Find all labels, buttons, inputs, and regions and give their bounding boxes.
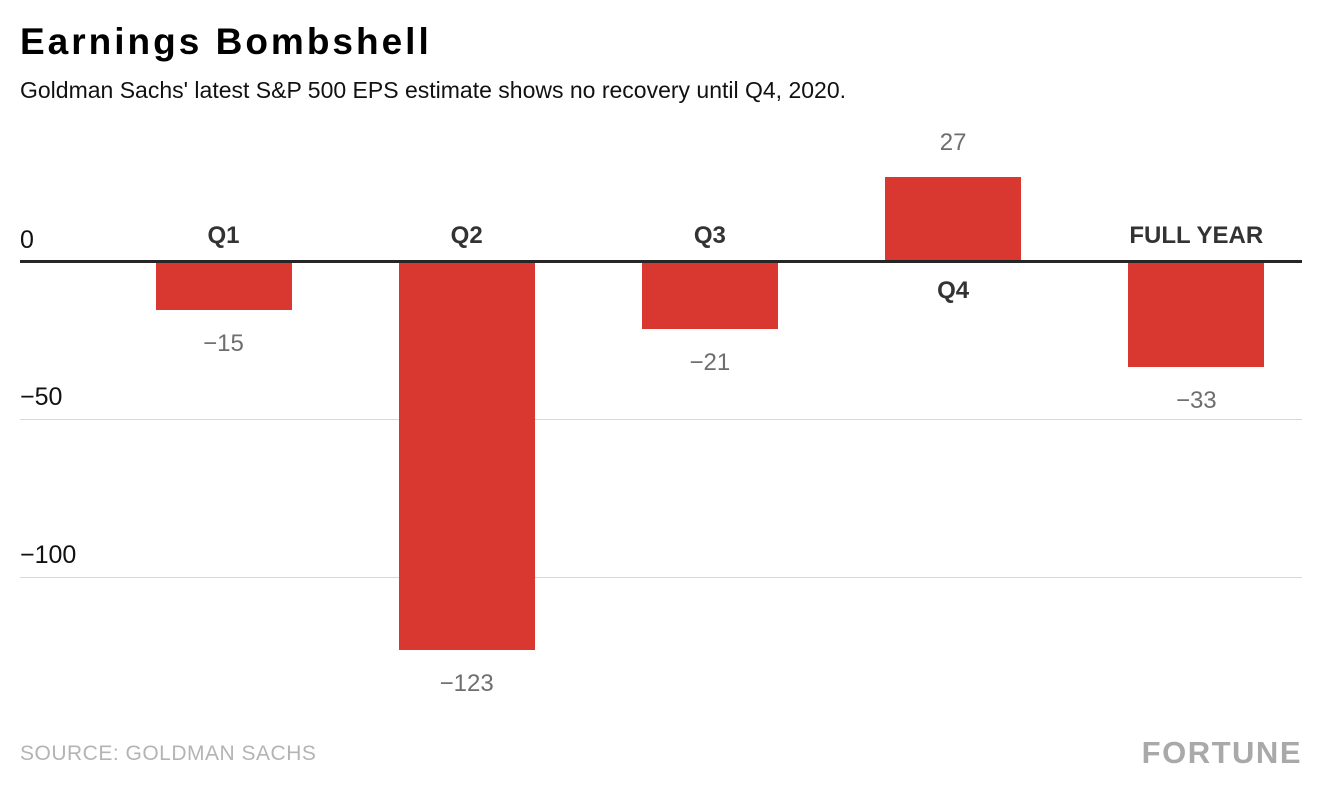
bar-q4 xyxy=(885,177,1022,263)
source-attribution: SOURCE: GOLDMAN SACHS xyxy=(20,742,317,765)
value-label: −21 xyxy=(689,349,731,377)
value-label: −33 xyxy=(1175,386,1217,414)
gridline xyxy=(20,577,1302,578)
bar-q1 xyxy=(155,263,292,310)
value-label: −123 xyxy=(439,669,494,697)
category-label: Q2 xyxy=(450,222,483,249)
value-label: 27 xyxy=(939,129,967,157)
chart-subtitle: Goldman Sachs' latest S&P 500 EPS estima… xyxy=(20,76,847,103)
bar-q2 xyxy=(398,263,535,650)
bar-chart: 0 −50 −100 Q1 −15 Q2 −123 Q3 −21 Q4 27 FULL YEAR −33 xyxy=(0,120,1320,710)
category-label: Q3 xyxy=(693,222,726,249)
fortune-logo: FORTUNE xyxy=(1141,735,1302,770)
y-tick-label: −50 xyxy=(20,383,63,411)
category-label: FULL YEAR xyxy=(1129,222,1264,249)
chart-title: Earnings Bombshell xyxy=(20,21,432,62)
chart-header: Earnings Bombshell Goldman Sachs' latest… xyxy=(20,21,847,104)
bar-full-year xyxy=(1128,263,1265,367)
bar-q3 xyxy=(641,263,778,329)
y-tick-label: −100 xyxy=(20,541,77,569)
zero-axis-line xyxy=(20,260,1302,263)
gridline xyxy=(20,419,1302,420)
y-tick-label: 0 xyxy=(20,226,34,254)
category-label: Q1 xyxy=(207,222,240,249)
value-label: −15 xyxy=(203,330,244,358)
category-label: Q4 xyxy=(937,277,970,304)
